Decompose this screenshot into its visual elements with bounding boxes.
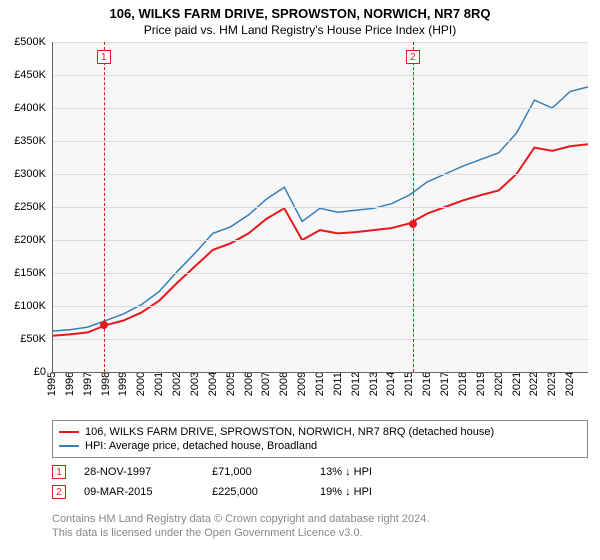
x-axis-tick: 2015 [403, 372, 415, 396]
event-row: 1 28-NOV-1997 £71,000 13% ↓ HPI [52, 462, 372, 482]
x-axis-tick: 2020 [493, 372, 505, 396]
x-axis-tick: 1997 [82, 372, 94, 396]
event-point [409, 220, 417, 228]
y-axis-tick: £400K [14, 102, 46, 114]
event-line [413, 42, 414, 372]
chart-container: 106, WILKS FARM DRIVE, SPROWSTON, NORWIC… [0, 0, 600, 560]
event-delta: 13% ↓ HPI [320, 466, 372, 478]
x-axis-tick: 2024 [564, 372, 576, 396]
event-row: 2 09-MAR-2015 £225,000 19% ↓ HPI [52, 482, 372, 502]
x-axis-tick: 2013 [368, 372, 380, 396]
event-marker: 1 [97, 50, 111, 64]
x-axis-tick: 2004 [207, 372, 219, 396]
x-axis-tick: 2003 [189, 372, 201, 396]
x-axis-tick: 2017 [439, 372, 451, 396]
footer-attribution: Contains HM Land Registry data © Crown c… [52, 512, 429, 541]
x-axis-tick: 2021 [511, 372, 523, 396]
event-row-marker: 1 [52, 465, 66, 479]
plot-area: £0£50K£100K£150K£200K£250K£300K£350K£400… [52, 42, 588, 372]
legend-item: HPI: Average price, detached house, Broa… [59, 439, 581, 453]
gridline-h [52, 240, 588, 241]
y-axis-tick: £200K [14, 234, 46, 246]
y-axis-tick: £300K [14, 168, 46, 180]
gridline-h [52, 75, 588, 76]
footer-line-2: This data is licensed under the Open Gov… [52, 526, 429, 540]
chart-title: 106, WILKS FARM DRIVE, SPROWSTON, NORWIC… [0, 0, 600, 21]
x-axis-tick: 2009 [296, 372, 308, 396]
x-axis-tick: 1998 [100, 372, 112, 396]
y-axis-tick: £150K [14, 267, 46, 279]
y-axis-line [52, 42, 53, 372]
legend-swatch [59, 431, 79, 433]
gridline-h [52, 306, 588, 307]
x-axis-tick: 2014 [385, 372, 397, 396]
event-date: 09-MAR-2015 [84, 486, 194, 498]
x-axis-tick: 2019 [475, 372, 487, 396]
gridline-h [52, 141, 588, 142]
legend-swatch [59, 445, 79, 447]
events-table: 1 28-NOV-1997 £71,000 13% ↓ HPI 2 09-MAR-2015… [52, 462, 372, 502]
y-axis-tick: £350K [14, 135, 46, 147]
x-axis-tick: 2006 [243, 372, 255, 396]
y-axis-tick: £50K [20, 333, 46, 345]
event-price: £225,000 [212, 486, 302, 498]
x-axis-tick: 2000 [135, 372, 147, 396]
y-axis-tick: £0 [34, 366, 46, 378]
x-axis-line [52, 372, 588, 373]
x-axis-tick: 2012 [350, 372, 362, 396]
event-price: £71,000 [212, 466, 302, 478]
y-axis-tick: £450K [14, 69, 46, 81]
x-axis-tick: 2008 [278, 372, 290, 396]
x-axis-tick: 1999 [117, 372, 129, 396]
gridline-h [52, 42, 588, 43]
event-row-marker: 2 [52, 485, 66, 499]
footer-line-1: Contains HM Land Registry data © Crown c… [52, 512, 429, 526]
x-axis-tick: 2010 [314, 372, 326, 396]
series-line-hpi [52, 87, 588, 331]
gridline-h [52, 339, 588, 340]
x-axis-tick: 2011 [332, 372, 344, 396]
gridline-h [52, 174, 588, 175]
chart-subtitle: Price paid vs. HM Land Registry's House … [0, 21, 600, 41]
event-delta: 19% ↓ HPI [320, 486, 372, 498]
gridline-h [52, 108, 588, 109]
y-axis-tick: £250K [14, 201, 46, 213]
x-axis-tick: 2018 [457, 372, 469, 396]
event-date: 28-NOV-1997 [84, 466, 194, 478]
x-axis-tick: 2001 [153, 372, 165, 396]
event-point [100, 321, 108, 329]
y-axis-tick: £100K [14, 300, 46, 312]
x-axis-tick: 2002 [171, 372, 183, 396]
x-axis-tick: 2007 [260, 372, 272, 396]
x-axis-tick: 1995 [46, 372, 58, 396]
legend-label: 106, WILKS FARM DRIVE, SPROWSTON, NORWIC… [85, 426, 494, 438]
gridline-h [52, 207, 588, 208]
x-axis-tick: 1996 [64, 372, 76, 396]
x-axis-tick: 2023 [546, 372, 558, 396]
event-marker: 2 [406, 50, 420, 64]
legend-item: 106, WILKS FARM DRIVE, SPROWSTON, NORWIC… [59, 425, 581, 439]
x-axis-tick: 2022 [528, 372, 540, 396]
legend-label: HPI: Average price, detached house, Broa… [85, 440, 317, 452]
x-axis-tick: 2005 [225, 372, 237, 396]
x-axis-tick: 2016 [421, 372, 433, 396]
gridline-h [52, 273, 588, 274]
y-axis-tick: £500K [14, 36, 46, 48]
legend: 106, WILKS FARM DRIVE, SPROWSTON, NORWIC… [52, 420, 588, 458]
